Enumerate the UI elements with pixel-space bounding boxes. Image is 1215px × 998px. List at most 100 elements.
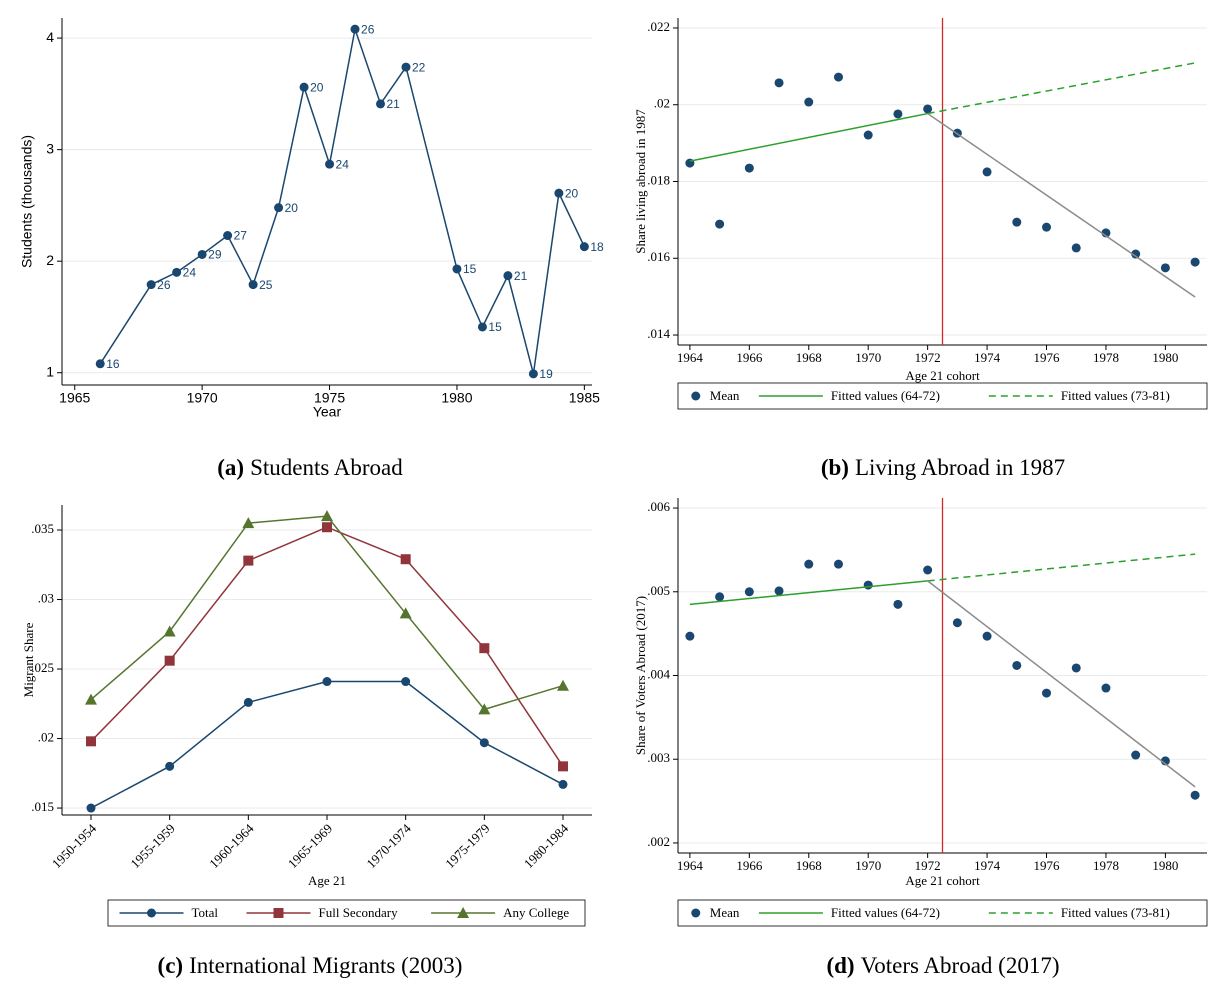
marker — [833, 72, 843, 82]
caption-text: Students Abroad — [250, 455, 403, 480]
marker — [95, 359, 105, 369]
series-line — [99, 26, 586, 375]
x-tick-label: 1968 — [796, 350, 822, 365]
y-tick-label: .02 — [654, 96, 670, 111]
marker — [147, 908, 156, 918]
marker — [1101, 683, 1111, 693]
series-line — [927, 553, 1196, 582]
panel: .015 .02 .025 .03 .035 1950-1954 1955-1959 1960… — [21, 505, 592, 978]
marker — [197, 249, 207, 259]
marker — [1012, 660, 1022, 670]
x-tick-label: 1964 — [677, 350, 704, 365]
marker — [164, 655, 175, 666]
x-tick-label: 1972 — [915, 350, 941, 365]
caption-label: (d) — [826, 953, 854, 978]
legend-label: Total — [192, 905, 219, 920]
marker — [163, 625, 176, 637]
x-axis-title: Age 21 — [308, 873, 346, 888]
x-tick-label: 1968 — [796, 858, 822, 873]
x-tick-label: 1972 — [915, 858, 941, 873]
point-label: 26 — [157, 278, 171, 292]
marker — [804, 559, 814, 569]
y-tick-label: 3 — [46, 140, 54, 156]
panel: .014 .016 .018 .02 .022 1964 1966 1968 1970 1972 1… — [633, 18, 1208, 480]
x-tick-label: 1976 — [1034, 858, 1061, 873]
y-tick-label: .03 — [38, 591, 54, 606]
y-tick-label: .004 — [647, 666, 670, 681]
marker — [477, 322, 487, 332]
y-tick-label: .016 — [647, 249, 670, 264]
x-tick-label: 1966 — [736, 858, 763, 873]
marker — [452, 264, 462, 274]
x-tick-label: 1970-1974 — [363, 820, 414, 871]
x-tick-label: 1970 — [855, 350, 881, 365]
point-label: 20 — [565, 186, 579, 200]
marker — [223, 231, 233, 241]
marker — [804, 97, 814, 107]
marker — [923, 104, 933, 114]
marker — [557, 679, 569, 691]
marker — [863, 130, 873, 140]
series-line — [927, 62, 1196, 115]
marker — [457, 907, 470, 918]
caption: (d) Voters Abroad (2017) — [826, 953, 1059, 978]
legend-label: Fitted values (64-72) — [831, 905, 940, 920]
y-tick-label: .002 — [647, 834, 670, 849]
marker — [322, 677, 332, 687]
marker — [401, 62, 411, 72]
legend-label: Full Secondary — [319, 905, 399, 920]
marker — [400, 554, 411, 565]
marker — [86, 736, 96, 747]
marker — [503, 271, 513, 281]
legend-box — [677, 382, 1208, 410]
marker — [274, 203, 284, 213]
marker — [1190, 790, 1200, 800]
panel: .002 .003 .004 .005 .006 1964 1966 1968 1970 1972… — [633, 498, 1208, 978]
marker — [479, 643, 490, 654]
legend-label: Mean — [710, 388, 740, 403]
legend-box — [677, 899, 1208, 927]
marker — [321, 510, 333, 522]
x-tick-label: 1965-1969 — [285, 821, 335, 871]
x-tick-label: 1964 — [677, 858, 704, 873]
point-label: 27 — [234, 229, 248, 243]
marker — [691, 391, 701, 401]
series-line — [689, 112, 928, 162]
x-tick-label: 1974 — [974, 858, 1001, 873]
marker — [479, 738, 489, 748]
series-line — [927, 580, 1196, 788]
marker — [1012, 217, 1022, 227]
point-label: 21 — [387, 97, 401, 111]
legend-label: Fitted values (73-81) — [1061, 388, 1170, 403]
x-tick-label: 1980 — [1152, 350, 1178, 365]
x-tick-label: 1970 — [855, 858, 881, 873]
marker — [399, 607, 412, 619]
x-tick-label: 1980 — [1152, 858, 1178, 873]
y-tick-label: .014 — [647, 326, 670, 341]
y-tick-label: .003 — [647, 750, 670, 765]
caption-label: (b) — [821, 455, 849, 480]
marker — [923, 565, 933, 575]
point-label: 21 — [514, 269, 528, 283]
point-label: 16 — [106, 357, 120, 371]
marker — [478, 703, 491, 715]
series-line — [927, 112, 1196, 298]
y-tick-label: .02 — [38, 730, 54, 745]
y-tick-label: .025 — [31, 660, 54, 675]
marker — [86, 803, 96, 813]
x-tick-label: 1965 — [59, 390, 90, 406]
marker — [248, 280, 258, 290]
y-tick-label: .022 — [647, 19, 670, 34]
marker — [1042, 222, 1052, 232]
y-tick-label: .015 — [31, 799, 54, 814]
marker — [1160, 263, 1170, 273]
marker — [528, 369, 538, 379]
legend-box — [107, 899, 586, 927]
x-tick-label: 1955-1959 — [127, 821, 177, 871]
y-axis-title: Share living abroad in 1987 — [633, 109, 648, 254]
x-tick-label: 1970 — [187, 390, 218, 406]
point-label: 29 — [208, 248, 222, 262]
point-label: 15 — [488, 320, 502, 334]
caption: (c) International Migrants (2003) — [158, 953, 463, 978]
marker — [165, 761, 175, 771]
